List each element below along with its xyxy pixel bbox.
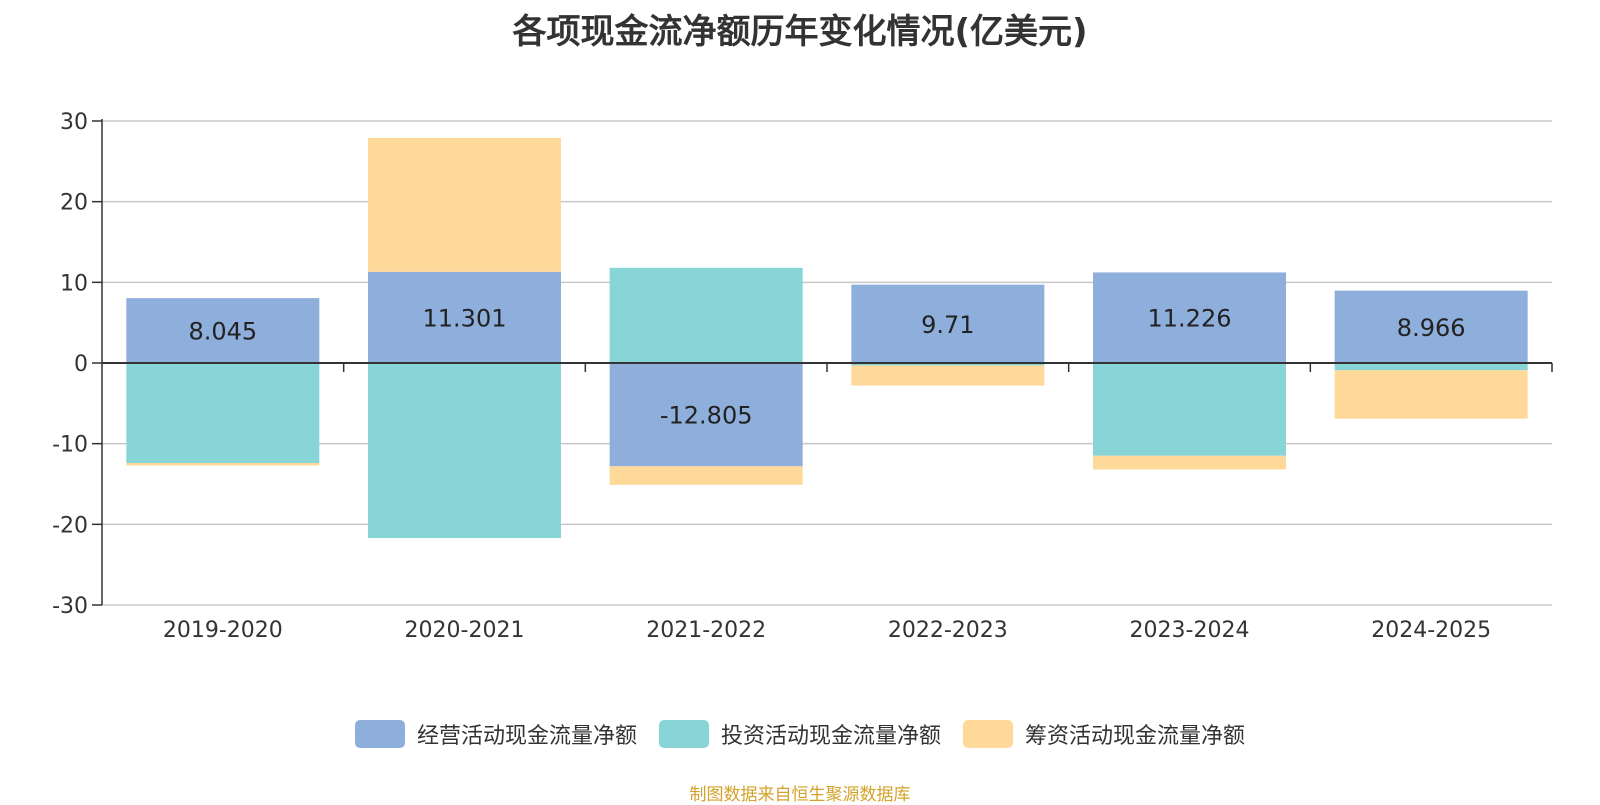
bar-investing <box>126 363 320 464</box>
labels-layer: 8.045 11.301 -12.805 9.71 11.226 8.966 <box>188 304 1465 429</box>
data-label: 9.71 <box>921 311 974 339</box>
y-tick-label: -20 <box>52 513 88 538</box>
x-tick-label: 2021-2022 <box>646 618 766 643</box>
bar-financing <box>609 466 803 485</box>
bar-operating <box>1334 290 1528 363</box>
bar-financing <box>368 137 561 272</box>
bar-investing <box>851 363 1045 366</box>
bar-investing <box>368 363 561 539</box>
data-label: 11.226 <box>1148 305 1232 333</box>
data-label: 8.966 <box>1397 314 1466 342</box>
y-tick-label: -30 <box>52 594 88 619</box>
x-tick-label: 2019-2020 <box>163 618 283 643</box>
legend-label-financing: 筹资活动现金流量净额 <box>1025 724 1246 749</box>
bars-layer <box>126 137 1528 539</box>
legend-label-investing: 投资活动现金流量净额 <box>720 724 941 749</box>
y-tick-label: 30 <box>60 110 88 135</box>
legend-swatch-investing <box>658 720 709 748</box>
x-tick-label: 2022-2023 <box>888 618 1008 643</box>
y-tick-label: -10 <box>52 433 88 458</box>
y-tick-label: 20 <box>60 191 88 216</box>
bar-operating <box>368 271 561 363</box>
bar-operating <box>609 363 803 467</box>
y-tick-label: 10 <box>60 271 88 296</box>
data-label: 11.301 <box>423 304 507 332</box>
bar-investing <box>1093 363 1286 456</box>
bar-financing <box>126 463 320 466</box>
x-tick-label: 2020-2021 <box>405 618 525 643</box>
chart-title: 各项现金流净额历年变化情况(亿美元) <box>512 12 1088 52</box>
y-tick-label: 0 <box>74 352 88 377</box>
legend-label-operating: 经营活动现金流量净额 <box>416 724 637 749</box>
bar-operating <box>1093 272 1286 363</box>
legend: 经营活动现金流量净额 投资活动现金流量净额 筹资活动现金流量净额 <box>0 718 1600 750</box>
x-tick-label: 2023-2024 <box>1130 618 1250 643</box>
bar-financing <box>1334 370 1528 419</box>
data-label: -12.805 <box>660 402 753 430</box>
grid-layer <box>102 120 1552 606</box>
source-note: 制图数据来自恒生聚源数据库 <box>689 785 911 805</box>
bar-financing <box>851 365 1045 386</box>
legend-item-financing[interactable]: 筹资活动现金流量净额 <box>963 718 1245 750</box>
legend-swatch-operating <box>354 720 405 748</box>
bar-operating <box>126 298 320 363</box>
bar-financing <box>1093 455 1286 470</box>
bar-investing <box>1334 363 1528 371</box>
legend-item-operating[interactable]: 经营活动现金流量净额 <box>354 718 637 750</box>
bar-investing <box>609 267 803 363</box>
bar-operating <box>851 284 1045 363</box>
x-tick-label: 2024-2025 <box>1371 618 1491 643</box>
axis-layer: 30 20 10 0 -10 -20 -30 2019-2020 2020-2021 2021-2… <box>52 110 1553 643</box>
data-label: 8.045 <box>188 318 257 346</box>
legend-swatch-financing <box>963 720 1013 748</box>
legend-item-investing[interactable]: 投资活动现金流量净额 <box>658 718 941 750</box>
